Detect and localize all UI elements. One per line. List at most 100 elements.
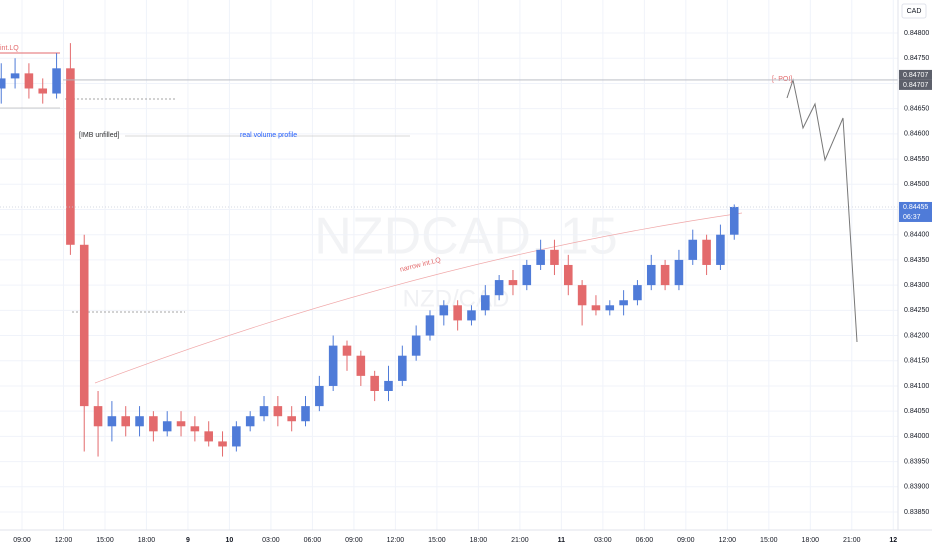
candle-body [342,345,352,356]
candle-body [176,421,186,427]
x-tick-label: 06:00 [636,537,654,544]
x-tick-label: 12:00 [719,537,737,544]
candle-body [356,355,366,376]
candle-body [522,264,532,286]
price-label-box [899,69,932,80]
candle-body [481,295,490,311]
y-tick-label: 0.84150 [904,358,929,365]
candle-body [591,305,601,311]
grid [0,0,898,530]
candle-body [536,249,545,265]
candle-body [38,88,48,94]
candle-body [563,264,573,286]
candle-body [467,310,476,321]
y-tick-label: 0.84400 [904,232,929,239]
candle-body [729,206,739,235]
candle-body [716,234,725,265]
x-tick-label: 10 [226,537,234,544]
x-tick-label: 18:00 [470,537,488,544]
candle-body [660,264,670,286]
y-tick-label: 0.83850 [904,509,929,516]
annotation: [IMB unfilled] [79,132,120,139]
candle-body [674,259,684,286]
candle-body [135,416,144,427]
candle-body [66,68,75,245]
y-tick-label: 0.84350 [904,257,929,264]
y-tick-label: 0.84250 [904,307,929,314]
candle-body [508,280,518,286]
candle-body [79,244,89,407]
x-tick-label: 06:00 [304,537,322,544]
x-tick-label: 9 [186,537,190,544]
candle-body [453,305,462,321]
candle-body [328,345,338,386]
candle-body [646,264,656,286]
x-tick-label: 15:00 [428,537,446,544]
axes: 0.848000.847500.847000.846500.846000.845… [13,30,932,544]
candle-body [688,239,698,260]
x-tick-label: 18:00 [802,537,820,544]
candle-body [287,416,296,422]
x-tick-label: 11 [558,537,566,544]
x-tick-label: 12 [889,537,897,544]
x-tick-label: 12:00 [387,537,405,544]
candle-body [273,406,283,417]
candle-body [702,239,711,265]
currency-badge[interactable] [901,3,927,19]
candle-body [107,416,117,427]
y-tick-label: 0.84500 [904,181,929,188]
price-label: 0.84455 [903,204,928,211]
countdown-label: 06:37 [903,214,921,221]
annotation: real volume profile [240,132,297,139]
annotation: int.LQ [0,45,19,52]
candle-body [121,416,131,427]
candle-body [301,406,310,422]
price-label-box [899,79,932,90]
candle-body [494,280,504,296]
candle-body [370,375,379,391]
x-tick-label: 09:00 [677,537,695,544]
y-tick-label: 0.84650 [904,105,929,112]
y-tick-label: 0.84550 [904,156,929,163]
candle-body [24,73,34,89]
candle-body [162,421,172,432]
candle-body [204,431,213,442]
candle-body [550,249,559,265]
y-tick-label: 0.84750 [904,55,929,62]
price-label-box [899,201,932,222]
candle-body [245,416,255,427]
price-axis [898,0,932,550]
candle-body [315,385,324,407]
candle-body [384,380,393,391]
x-tick-label: 21:00 [511,537,529,544]
x-tick-label: 15:00 [96,537,114,544]
candle-body [439,305,449,316]
candle-body [232,426,241,447]
candle-body [411,335,421,356]
currency-label: CAD [907,8,922,15]
y-tick-label: 0.84100 [904,383,929,390]
candle-body [619,300,628,306]
y-tick-label: 0.83950 [904,458,929,465]
y-tick-label: 0.84300 [904,282,929,289]
price-label: 0.84707 [903,72,928,79]
candle-body [605,305,615,311]
x-tick-label: 09:00 [345,537,363,544]
annotation: [- POI] [772,76,792,83]
candle-body [149,416,158,432]
symbol-watermark: NZDCAD, 15 [314,208,617,266]
candle-body [52,68,61,94]
x-tick-label: 12:00 [55,537,73,544]
y-tick-label: 0.84200 [904,332,929,339]
candles [0,43,898,457]
x-tick-label: 15:00 [760,537,778,544]
candle-body [425,315,435,336]
candle-body [218,441,227,447]
x-tick-label: 09:00 [13,537,31,544]
y-tick-label: 0.83900 [904,484,929,491]
y-tick-label: 0.84600 [904,131,929,138]
candle-body [190,426,200,432]
candle-body [577,285,587,306]
